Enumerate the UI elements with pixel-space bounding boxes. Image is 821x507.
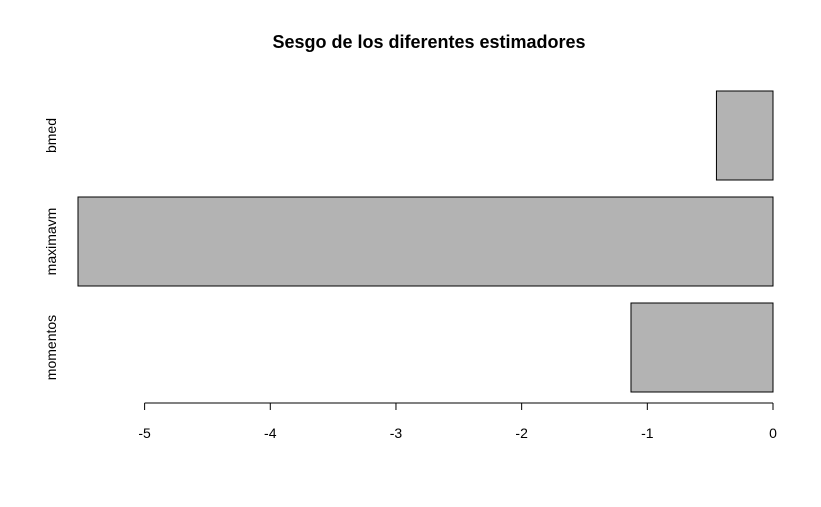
x-tick-label: -5 [138, 425, 151, 441]
category-labels: momentos maximavm bmed [43, 118, 59, 380]
x-tick-label: -1 [641, 425, 654, 441]
bar-maximavm [77, 196, 774, 287]
bar-bmed [715, 90, 774, 181]
category-label-bmed: bmed [43, 118, 59, 153]
category-label-maximavm: maximavm [43, 208, 59, 276]
bars-layer [77, 90, 774, 393]
x-tick-label: -3 [390, 425, 403, 441]
bar-momentos [630, 302, 774, 393]
x-tick-label: -2 [515, 425, 528, 441]
x-tick-label: 0 [769, 425, 777, 441]
x-tick-label: -4 [264, 425, 277, 441]
category-label-momentos: momentos [43, 315, 59, 380]
chart-title: Sesgo de los diferentes estimadores [272, 32, 585, 52]
x-axis: -5 -4 -3 -2 -1 0 [138, 402, 777, 441]
